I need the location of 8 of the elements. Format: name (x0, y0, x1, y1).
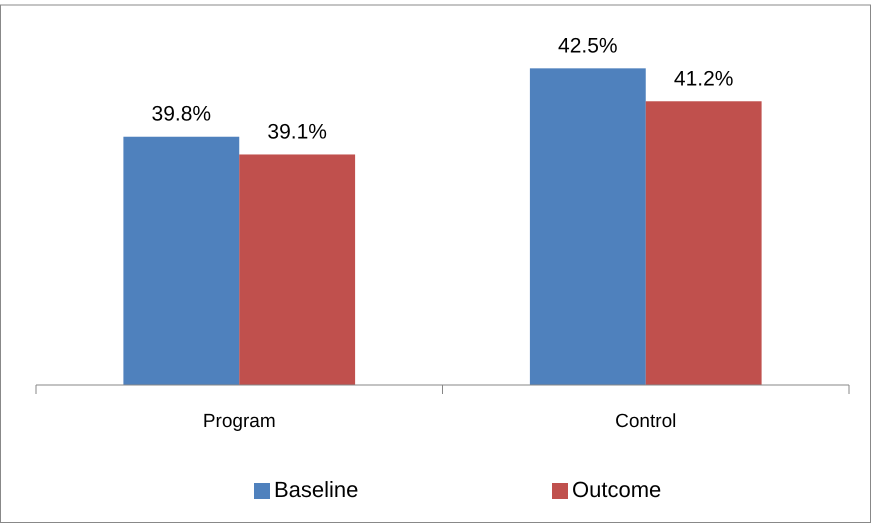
x-tick-label: Program (202, 411, 276, 432)
data-label: 41.2% (674, 67, 734, 90)
legend-label: Baseline (274, 476, 358, 502)
data-label: 39.8% (152, 102, 212, 126)
data-label: 39.1% (267, 120, 327, 144)
data-label: 42.5% (558, 34, 618, 58)
x-tick-label: Control (615, 411, 676, 432)
legend-label: Outcome (572, 476, 662, 502)
